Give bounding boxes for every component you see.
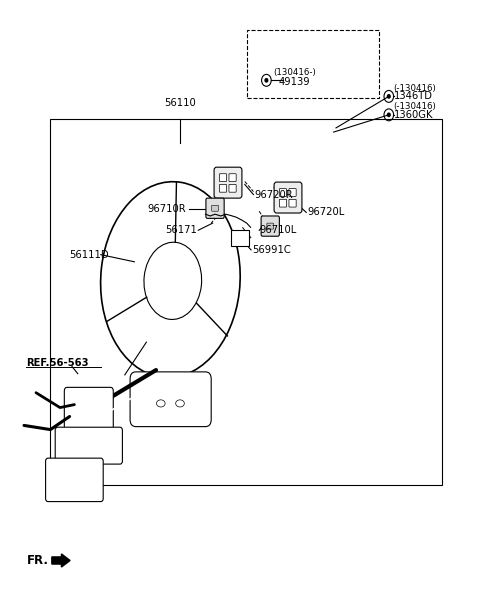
FancyBboxPatch shape <box>279 189 287 196</box>
Text: 56111D: 56111D <box>70 250 109 259</box>
Text: 56171: 56171 <box>165 226 197 235</box>
FancyBboxPatch shape <box>46 458 103 502</box>
FancyArrow shape <box>52 554 70 567</box>
Text: (-130416): (-130416) <box>394 102 436 111</box>
Circle shape <box>265 79 268 82</box>
Text: 1346TD: 1346TD <box>394 92 432 101</box>
FancyBboxPatch shape <box>289 199 296 207</box>
Text: 49139: 49139 <box>278 77 310 87</box>
Text: 56110: 56110 <box>164 98 196 108</box>
FancyBboxPatch shape <box>214 167 242 198</box>
FancyBboxPatch shape <box>261 216 279 236</box>
FancyBboxPatch shape <box>267 223 274 229</box>
FancyBboxPatch shape <box>219 184 227 192</box>
Text: 96720L: 96720L <box>307 208 345 217</box>
FancyBboxPatch shape <box>279 199 287 207</box>
Text: 96710L: 96710L <box>259 226 297 235</box>
Text: (-130416): (-130416) <box>394 83 436 93</box>
Circle shape <box>387 113 390 117</box>
FancyBboxPatch shape <box>206 198 224 218</box>
Text: 96720R: 96720R <box>254 190 293 199</box>
FancyBboxPatch shape <box>289 189 296 196</box>
FancyBboxPatch shape <box>231 230 249 246</box>
Text: 96710R: 96710R <box>148 205 186 214</box>
FancyBboxPatch shape <box>229 174 236 181</box>
FancyBboxPatch shape <box>55 427 122 464</box>
Text: FR.: FR. <box>26 554 48 567</box>
Text: (130416-): (130416-) <box>274 68 316 77</box>
FancyBboxPatch shape <box>219 174 227 181</box>
FancyBboxPatch shape <box>130 372 211 427</box>
Text: 1360GK: 1360GK <box>394 110 433 120</box>
Circle shape <box>387 95 390 98</box>
FancyBboxPatch shape <box>229 184 236 192</box>
FancyBboxPatch shape <box>64 387 113 433</box>
FancyBboxPatch shape <box>274 182 302 213</box>
FancyBboxPatch shape <box>212 205 218 211</box>
Text: REF.56-563: REF.56-563 <box>26 358 89 368</box>
Text: 56991C: 56991C <box>252 245 291 255</box>
